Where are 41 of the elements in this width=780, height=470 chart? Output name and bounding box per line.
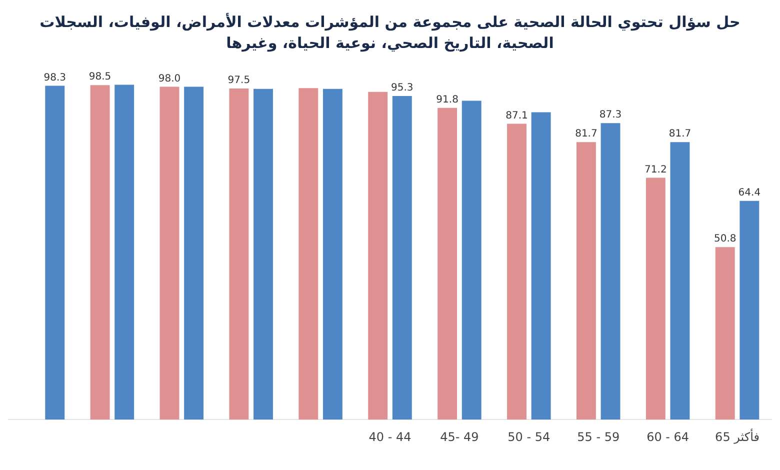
bar (462, 100, 482, 420)
bar (184, 86, 204, 420)
bar (160, 86, 180, 420)
data-label: 98.5 (88, 72, 112, 83)
data-label: 64.4 (738, 187, 761, 198)
data-label: 97.5 (228, 75, 250, 86)
data-label: 81.7 (575, 128, 598, 140)
bar (576, 142, 596, 420)
bar (438, 108, 458, 420)
bar (298, 88, 318, 420)
bar (254, 88, 273, 420)
data-label: 50.8 (714, 234, 736, 245)
bar (507, 124, 526, 420)
x-tick-label: 45- 49 (440, 430, 479, 444)
chart-title: حل سؤال تحتوي الحالة الصحية على مجموعة من المؤشرات معدلات الأمراض، الوفيات، السجلات الصحية، التاريخ الصحي، نوعية الحياة، وغيرها (38, 12, 742, 54)
bar (322, 88, 342, 420)
bar (114, 84, 134, 420)
x-tick-label: 50 - 54 (508, 430, 550, 444)
data-label: 95.3 (391, 82, 414, 94)
bar (368, 92, 388, 420)
data-label: 87.3 (599, 110, 622, 121)
x-tick-label: 40 - 44 (368, 430, 412, 444)
bar (229, 88, 249, 420)
data-label: 87.1 (506, 110, 528, 122)
x-tick-label: 55 - 59 (577, 430, 620, 444)
bar (715, 247, 735, 420)
x-tick-label: 65 فأكثر (715, 428, 760, 444)
data-label: 81.7 (668, 128, 692, 140)
data-label: 71.2 (644, 164, 667, 176)
data-label: 98.0 (158, 73, 181, 84)
bar (392, 96, 412, 420)
x-tick-label: 60 - 64 (646, 430, 690, 444)
bar (600, 123, 620, 420)
data-label: 98.3 (44, 72, 66, 84)
bar (531, 112, 551, 420)
data-label: 91.8 (436, 94, 458, 106)
bar (670, 142, 690, 420)
bar (646, 178, 666, 420)
bar (740, 200, 760, 420)
bar (90, 85, 110, 420)
bar (45, 86, 65, 420)
